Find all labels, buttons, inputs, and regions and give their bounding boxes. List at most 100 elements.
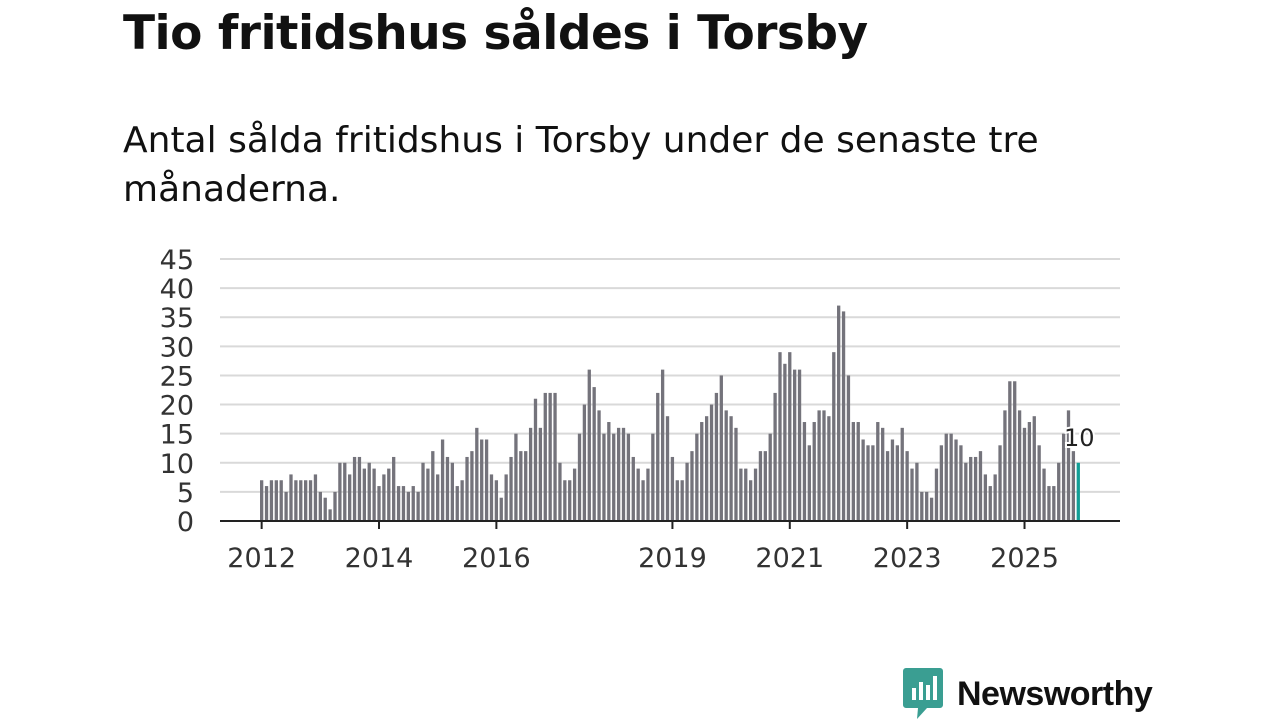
bar <box>1052 486 1056 521</box>
bar <box>1057 462 1061 521</box>
bar <box>758 451 763 521</box>
x-tick-label: 2012 <box>227 543 296 574</box>
bar <box>563 480 567 521</box>
bar <box>304 480 308 521</box>
bar <box>362 468 366 521</box>
bar <box>753 468 758 521</box>
y-tick-label: 45 <box>160 245 194 276</box>
bar <box>680 480 684 521</box>
bar <box>416 491 420 521</box>
bar <box>1008 381 1012 521</box>
bar <box>978 451 983 521</box>
bar <box>548 392 552 521</box>
bar <box>665 416 670 521</box>
bar <box>827 416 831 521</box>
bar <box>1047 486 1051 521</box>
bar <box>260 480 264 521</box>
bar <box>460 480 464 521</box>
bar <box>910 468 914 521</box>
bar <box>352 456 357 521</box>
bar <box>714 392 719 521</box>
bar <box>812 422 816 521</box>
y-tick-label: 0 <box>177 507 194 538</box>
x-tick-label: 2016 <box>462 543 531 574</box>
bars <box>260 305 1080 521</box>
bar <box>343 462 347 521</box>
bar <box>651 433 655 521</box>
bar <box>807 445 811 521</box>
newsworthy-icon <box>903 668 943 719</box>
y-tick-label: 15 <box>160 420 194 451</box>
bar <box>793 369 797 521</box>
bar <box>338 462 342 521</box>
bar <box>484 439 489 521</box>
bar <box>621 427 626 521</box>
bar <box>401 486 406 521</box>
x-tick-label: 2021 <box>755 543 824 574</box>
bar <box>881 427 885 521</box>
highlight-data-label: 10 <box>1064 424 1095 452</box>
chart-subtitle: Antal sålda fritidshus i Torsby under de… <box>123 120 1039 210</box>
bar <box>509 456 513 521</box>
bar <box>939 445 944 521</box>
bar <box>489 474 494 521</box>
y-tick-label: 20 <box>160 391 194 422</box>
bar <box>396 486 401 521</box>
bar <box>440 439 445 521</box>
bar <box>695 433 699 521</box>
bar <box>729 416 733 521</box>
bar <box>749 480 753 521</box>
bar <box>915 462 919 521</box>
bar <box>533 398 538 521</box>
bar <box>470 451 474 521</box>
bar <box>607 422 611 521</box>
bar <box>294 480 298 521</box>
bar <box>597 410 601 521</box>
y-tick-label: 5 <box>177 478 194 509</box>
bar <box>318 491 322 521</box>
y-tick-label: 30 <box>160 332 194 363</box>
bar <box>866 445 870 521</box>
bar <box>514 433 518 521</box>
x-axis-ticks: 2012 2014 2016 2019 2021 2023 2025 <box>227 521 1059 574</box>
bar <box>895 445 899 521</box>
bar <box>612 433 616 521</box>
bar <box>274 480 278 521</box>
bar <box>543 392 547 521</box>
bar <box>925 491 929 521</box>
bar <box>817 410 821 521</box>
bar <box>465 456 469 521</box>
x-tick-label: 2019 <box>638 543 707 574</box>
bar <box>837 305 841 521</box>
bar <box>616 427 621 521</box>
bar <box>313 474 318 521</box>
bar <box>587 369 591 521</box>
bar <box>582 404 587 521</box>
bar <box>778 352 782 521</box>
bar <box>411 486 415 521</box>
bar <box>602 433 606 521</box>
bar <box>763 451 767 521</box>
bar <box>773 392 777 521</box>
bar <box>1071 451 1076 521</box>
bar <box>392 456 396 521</box>
data-labels: 10 <box>1062 422 1097 454</box>
bar <box>372 468 376 521</box>
bar <box>656 392 660 521</box>
bar <box>709 404 714 521</box>
bar <box>382 474 386 521</box>
bar <box>1022 427 1027 521</box>
bar <box>387 468 391 521</box>
bar <box>592 387 596 521</box>
bar <box>1061 433 1066 521</box>
bar <box>660 369 665 521</box>
bar <box>553 392 557 521</box>
bar <box>568 480 572 521</box>
x-tick-label: 2014 <box>345 543 414 574</box>
bar <box>675 480 679 521</box>
bar <box>944 433 948 521</box>
bar <box>455 486 459 521</box>
bar <box>1027 422 1032 521</box>
y-tick-label: 35 <box>160 303 194 334</box>
bar <box>905 451 909 521</box>
